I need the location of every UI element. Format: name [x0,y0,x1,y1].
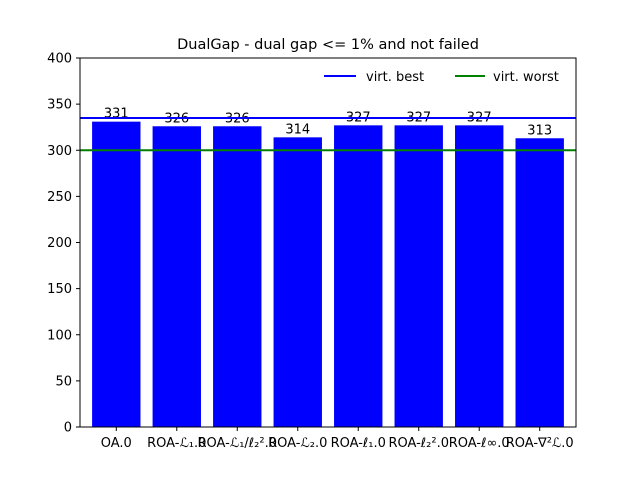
x-tick-label-1: ROA-ℒ₁.0 [147,436,206,451]
y-axis: 0 50 100 150 200 250 300 350 400 [47,52,80,436]
y-tick-label-150: 150 [47,282,72,297]
x-tick-label-4: ROA-ℓ₁.0 [331,436,386,451]
legend-label-virt-worst: virt. worst [493,70,559,85]
y-tick-label-250: 250 [47,190,72,205]
y-tick-label-50: 50 [55,374,72,389]
bar-value-label-7: 313 [527,123,552,138]
y-tick-label-100: 100 [47,328,72,343]
reference-lines [80,116,576,152]
bar-2 [213,126,262,427]
bar-0 [92,121,141,427]
bar-6 [455,125,504,427]
bar-4 [334,125,383,427]
bar-7 [515,138,564,427]
bar-1 [152,126,201,427]
bar-value-label-0: 331 [104,107,129,122]
legend-label-virt-best: virt. best [366,70,424,85]
bar-5 [394,125,443,427]
x-tick-label-7: ROA-∇²ℒ.0 [506,436,574,451]
bar-3 [273,137,322,427]
bar-value-label-3: 314 [285,122,310,137]
y-tick-label-200: 200 [47,236,72,251]
y-tick-label-400: 400 [47,52,72,67]
x-tick-label-2: ROA-ℒ₁/ℓ₂².0 [198,436,278,451]
y-tick-label-0: 0 [64,421,72,436]
x-tick-label-6: ROA-ℓ∞.0 [449,436,510,451]
legend: virt. best virt. worst [324,70,559,85]
x-tick-label-5: ROA-ℓ₂².0 [388,436,449,451]
y-tick-label-300: 300 [47,144,72,159]
bars [92,121,564,427]
x-tick-label-0: OA.0 [101,436,132,451]
chart-title: DualGap - dual gap <= 1% and not failed [177,37,479,53]
x-tick-label-3: ROA-ℒ₂.0 [268,436,327,451]
y-tick-label-350: 350 [47,98,72,113]
